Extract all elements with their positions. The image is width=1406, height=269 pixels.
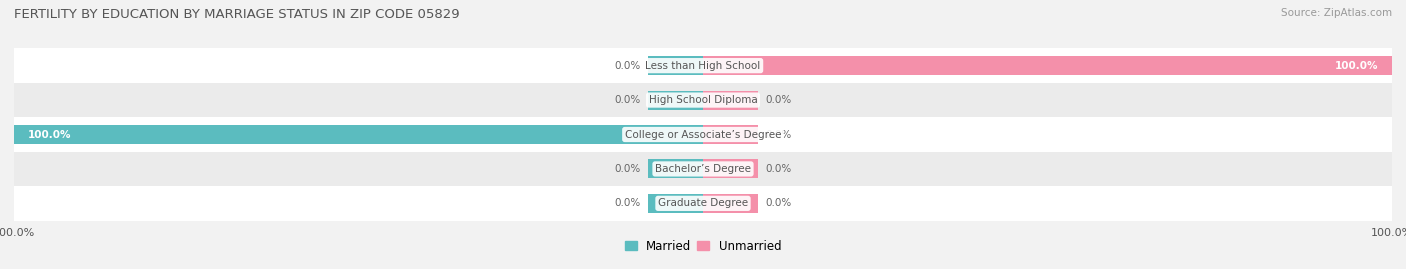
Text: 0.0%: 0.0%	[614, 61, 641, 71]
Bar	[703, 194, 758, 213]
Bar	[703, 56, 1392, 75]
Bar	[703, 125, 758, 144]
Text: 0.0%: 0.0%	[614, 95, 641, 105]
Bar	[14, 48, 1392, 83]
Text: 100.0%: 100.0%	[1334, 61, 1378, 71]
Bar	[703, 91, 758, 109]
Bar	[14, 186, 1392, 221]
Text: 0.0%: 0.0%	[614, 164, 641, 174]
Text: FERTILITY BY EDUCATION BY MARRIAGE STATUS IN ZIP CODE 05829: FERTILITY BY EDUCATION BY MARRIAGE STATU…	[14, 8, 460, 21]
Bar	[14, 152, 1392, 186]
Text: 0.0%: 0.0%	[614, 198, 641, 208]
Text: Less than High School: Less than High School	[645, 61, 761, 71]
Bar	[648, 91, 703, 109]
Bar	[703, 160, 758, 178]
Bar	[648, 56, 703, 75]
Text: 100.0%: 100.0%	[28, 129, 72, 140]
Text: Bachelor’s Degree: Bachelor’s Degree	[655, 164, 751, 174]
Text: High School Diploma: High School Diploma	[648, 95, 758, 105]
Bar	[14, 117, 1392, 152]
Text: 0.0%: 0.0%	[765, 164, 792, 174]
Bar	[14, 83, 1392, 117]
Bar	[648, 194, 703, 213]
Text: Graduate Degree: Graduate Degree	[658, 198, 748, 208]
Text: College or Associate’s Degree: College or Associate’s Degree	[624, 129, 782, 140]
Text: 0.0%: 0.0%	[765, 95, 792, 105]
Text: 0.0%: 0.0%	[765, 198, 792, 208]
Legend: Married, Unmarried: Married, Unmarried	[624, 240, 782, 253]
Bar	[14, 125, 703, 144]
Text: 0.0%: 0.0%	[765, 129, 792, 140]
Bar	[648, 160, 703, 178]
Text: Source: ZipAtlas.com: Source: ZipAtlas.com	[1281, 8, 1392, 18]
